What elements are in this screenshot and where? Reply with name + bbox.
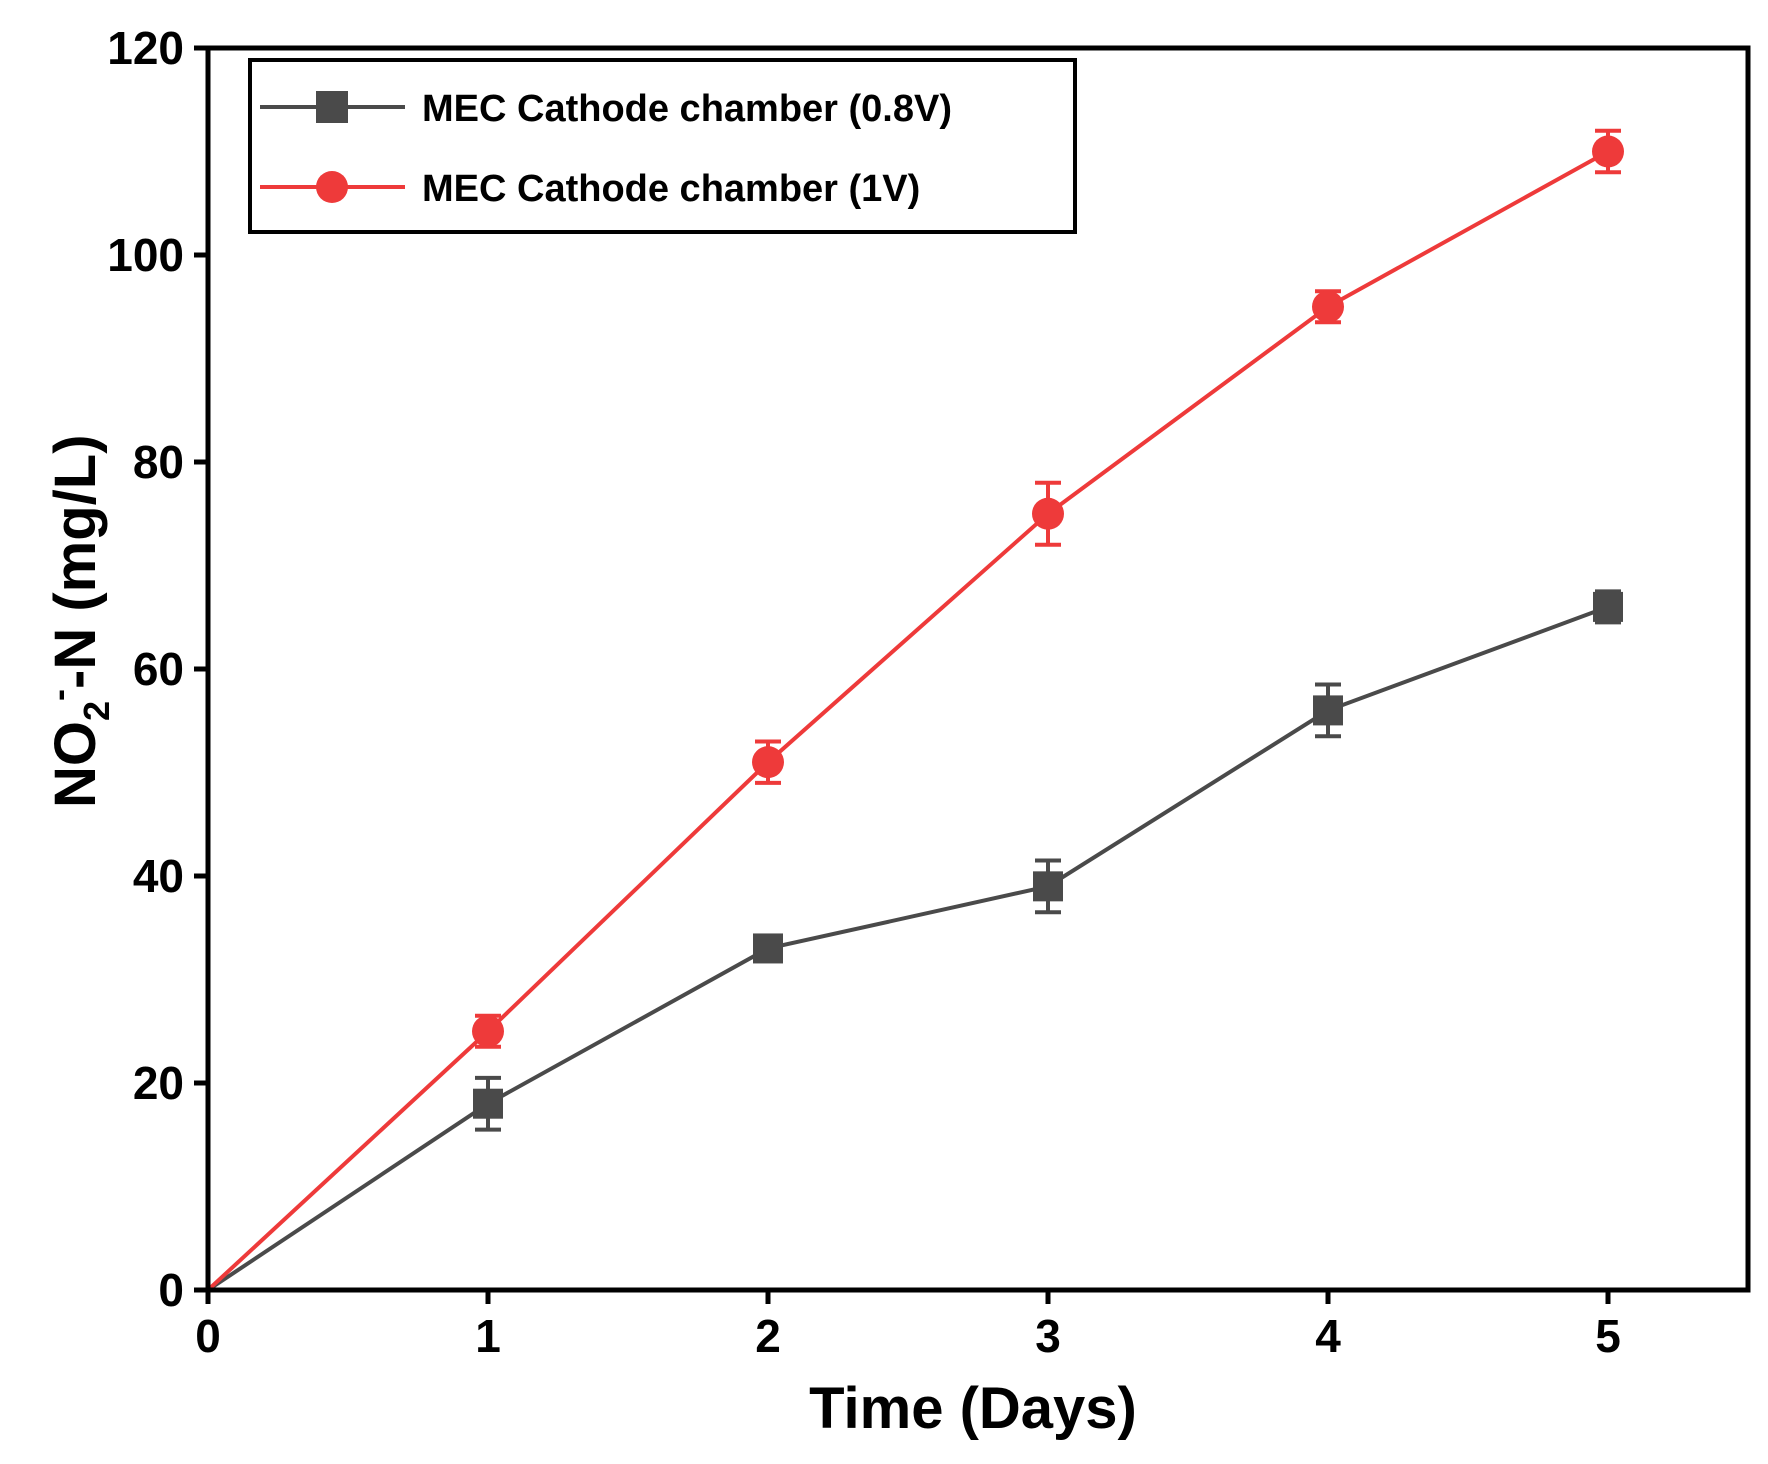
y-axis-title-sub: 2 (76, 701, 117, 721)
y-axis-title-main: NO (43, 721, 108, 808)
point-0-1 (473, 1088, 503, 1119)
x-axis-title: Time (Days) (809, 1376, 1137, 1441)
point-0-3 (1033, 871, 1063, 902)
ticks: 0 1 2 3 4 5 0 20 40 60 80 100 120 (107, 22, 1621, 1362)
point-0-5 (1593, 591, 1623, 622)
point-1-5 (1592, 135, 1624, 168)
y-tick-label-6: 120 (107, 22, 184, 74)
legend-marker-0 (316, 91, 348, 123)
y-tick-label-3: 60 (133, 643, 184, 695)
y-tick-label-0: 0 (158, 1264, 184, 1316)
legend-entry-0: MEC Cathode chamber (0.8V) (260, 88, 952, 130)
point-1-4 (1312, 290, 1344, 323)
x-tick-label-3: 3 (1035, 1310, 1061, 1362)
point-1-3 (1032, 497, 1064, 530)
x-tick-label-0: 0 (195, 1310, 221, 1362)
y-tick-label-2: 40 (133, 850, 184, 902)
point-1-2 (752, 746, 784, 779)
point-0-4 (1313, 695, 1343, 726)
legend-label-0: MEC Cathode chamber (0.8V) (422, 88, 952, 130)
y-axis-title-sup: - (38, 689, 79, 701)
legend: MEC Cathode chamber (0.8V) MEC Cathode c… (248, 58, 1077, 234)
x-tick-label-5: 5 (1595, 1310, 1621, 1362)
series-line-1 (206, 149, 1609, 1292)
legend-entry-1: MEC Cathode chamber (1V) (260, 168, 920, 210)
legend-box (248, 58, 1077, 234)
plot-data-layer (206, 128, 1624, 1292)
plot-frame (205, 45, 1751, 1293)
legend-marker-1 (316, 171, 348, 203)
series-line-0 (206, 605, 1609, 1292)
y-axis-title-rest: -N (mg/L) (43, 434, 108, 689)
point-0-2 (753, 933, 783, 964)
point-1-1 (472, 1015, 504, 1048)
axes (205, 45, 1751, 1293)
x-tick-label-1: 1 (475, 1310, 501, 1362)
x-tick-label-4: 4 (1315, 1310, 1341, 1362)
y-tick-label-1: 20 (133, 1057, 184, 1109)
legend-label-1: MEC Cathode chamber (1V) (422, 168, 920, 210)
y-tick-label-4: 80 (133, 436, 184, 488)
y-axis-title: NO2--N (mg/L) (38, 434, 117, 808)
y-tick-label-5: 100 (107, 229, 184, 281)
x-tick-label-2: 2 (755, 1310, 781, 1362)
